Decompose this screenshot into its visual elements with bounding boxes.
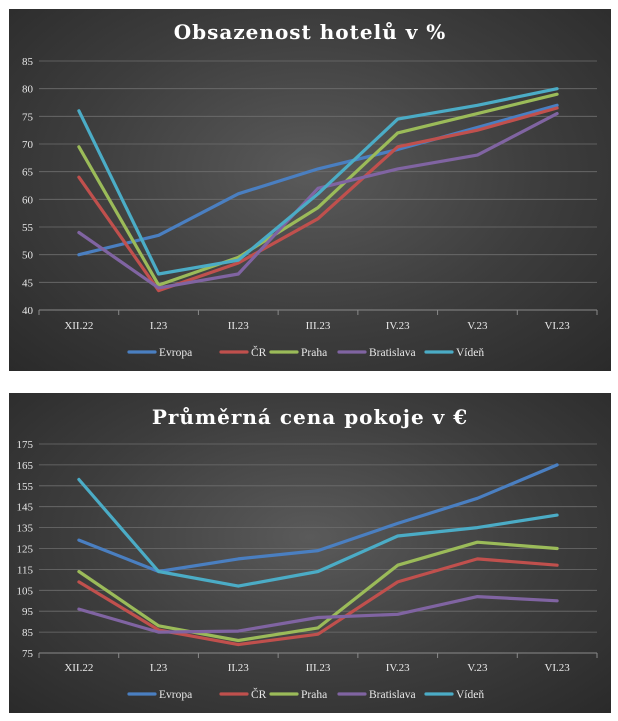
y-tick-label: 45 bbox=[22, 277, 34, 289]
y-tick-label: 50 bbox=[22, 250, 34, 262]
legend-item: Vídeň bbox=[424, 347, 484, 359]
y-tick-label: 155 bbox=[17, 481, 34, 493]
legend-label: Vídeň bbox=[456, 347, 484, 359]
y-tick-label: 95 bbox=[22, 606, 34, 618]
y-tick-label: 135 bbox=[17, 523, 34, 535]
legend-label: Bratislava bbox=[369, 689, 416, 701]
chart-svg: Obsazenost hotelů v % 40 45 50 55 60 65 70 75 80 8… bbox=[22, 20, 598, 359]
x-tick-label: IV.23 bbox=[386, 320, 410, 332]
y-tick-label: 85 bbox=[22, 627, 34, 639]
series-line-vídeň bbox=[77, 87, 559, 276]
series-line-čr bbox=[77, 557, 559, 647]
series-line-vídeň bbox=[77, 477, 559, 588]
y-tick-label: 145 bbox=[17, 502, 34, 514]
legend-label: Evropa bbox=[159, 347, 192, 359]
legend-label: Praha bbox=[301, 689, 327, 701]
series-line-evropa bbox=[77, 463, 559, 574]
y-tick-label: 165 bbox=[17, 460, 34, 472]
legend-item: Vídeň bbox=[424, 689, 484, 701]
x-tick-label: III.23 bbox=[306, 320, 331, 332]
legend-label: Bratislava bbox=[369, 347, 416, 359]
legend-label: ČR bbox=[251, 687, 267, 701]
series-line-čr bbox=[77, 106, 559, 293]
x-tick-label: XII.22 bbox=[64, 320, 93, 332]
y-tick-label: 105 bbox=[17, 585, 34, 597]
x-tick-label: XII.22 bbox=[64, 662, 93, 674]
x-tick-label: I.23 bbox=[150, 320, 168, 332]
legend-label: Vídeň bbox=[456, 689, 484, 701]
y-tick-label: 125 bbox=[17, 544, 34, 556]
x-tick-label: V.23 bbox=[467, 320, 488, 332]
chart-title: Obsazenost hotelů v % bbox=[174, 20, 447, 44]
series-line-evropa bbox=[77, 103, 559, 257]
x-tick-label: II.23 bbox=[228, 662, 250, 674]
legend-item: Bratislava bbox=[337, 689, 416, 701]
x-tick-label: IV.23 bbox=[386, 662, 410, 674]
y-tick-label: 80 bbox=[22, 84, 34, 96]
legend-label: ČR bbox=[251, 345, 267, 359]
series-line-bratislava bbox=[77, 111, 559, 290]
legend-label: Evropa bbox=[159, 689, 192, 701]
legend-label: Praha bbox=[301, 347, 327, 359]
legend-item: ČR bbox=[219, 345, 267, 359]
y-tick-label: 115 bbox=[17, 564, 34, 576]
y-tick-label: 70 bbox=[22, 139, 34, 151]
series-line-praha bbox=[77, 92, 559, 287]
room-price-chart-panel: Průměrná cena pokoje v € 75 85 95 105 115 125 1… bbox=[9, 393, 611, 713]
legend-item: ČR bbox=[219, 687, 267, 701]
x-tick-label: VI.23 bbox=[544, 662, 570, 674]
legend-item: Evropa bbox=[127, 347, 192, 359]
chart-title: Průměrná cena pokoje v € bbox=[152, 405, 468, 429]
legend-item: Praha bbox=[269, 689, 327, 701]
x-tick-label: VI.23 bbox=[544, 320, 570, 332]
x-tick-label: V.23 bbox=[467, 662, 488, 674]
y-tick-label: 55 bbox=[22, 222, 34, 234]
series-line-praha bbox=[77, 540, 559, 643]
legend-item: Praha bbox=[269, 347, 327, 359]
y-tick-label: 175 bbox=[17, 439, 34, 451]
y-tick-label: 75 bbox=[22, 111, 34, 123]
y-tick-label: 40 bbox=[22, 305, 34, 317]
occupancy-chart-panel: Obsazenost hotelů v % 40 45 50 55 60 65 70 75 80 8… bbox=[9, 9, 611, 371]
x-tick-label: III.23 bbox=[306, 662, 331, 674]
x-tick-label: I.23 bbox=[150, 662, 168, 674]
series-line-bratislava bbox=[77, 595, 559, 634]
chart-svg: Průměrná cena pokoje v € 75 85 95 105 115 125 1… bbox=[17, 405, 598, 701]
y-tick-label: 75 bbox=[22, 648, 34, 660]
x-tick-label: II.23 bbox=[228, 320, 250, 332]
y-tick-label: 85 bbox=[22, 56, 34, 68]
y-tick-label: 60 bbox=[22, 194, 34, 206]
legend-item: Evropa bbox=[127, 689, 192, 701]
legend-item: Bratislava bbox=[337, 347, 416, 359]
y-tick-label: 65 bbox=[22, 167, 34, 179]
